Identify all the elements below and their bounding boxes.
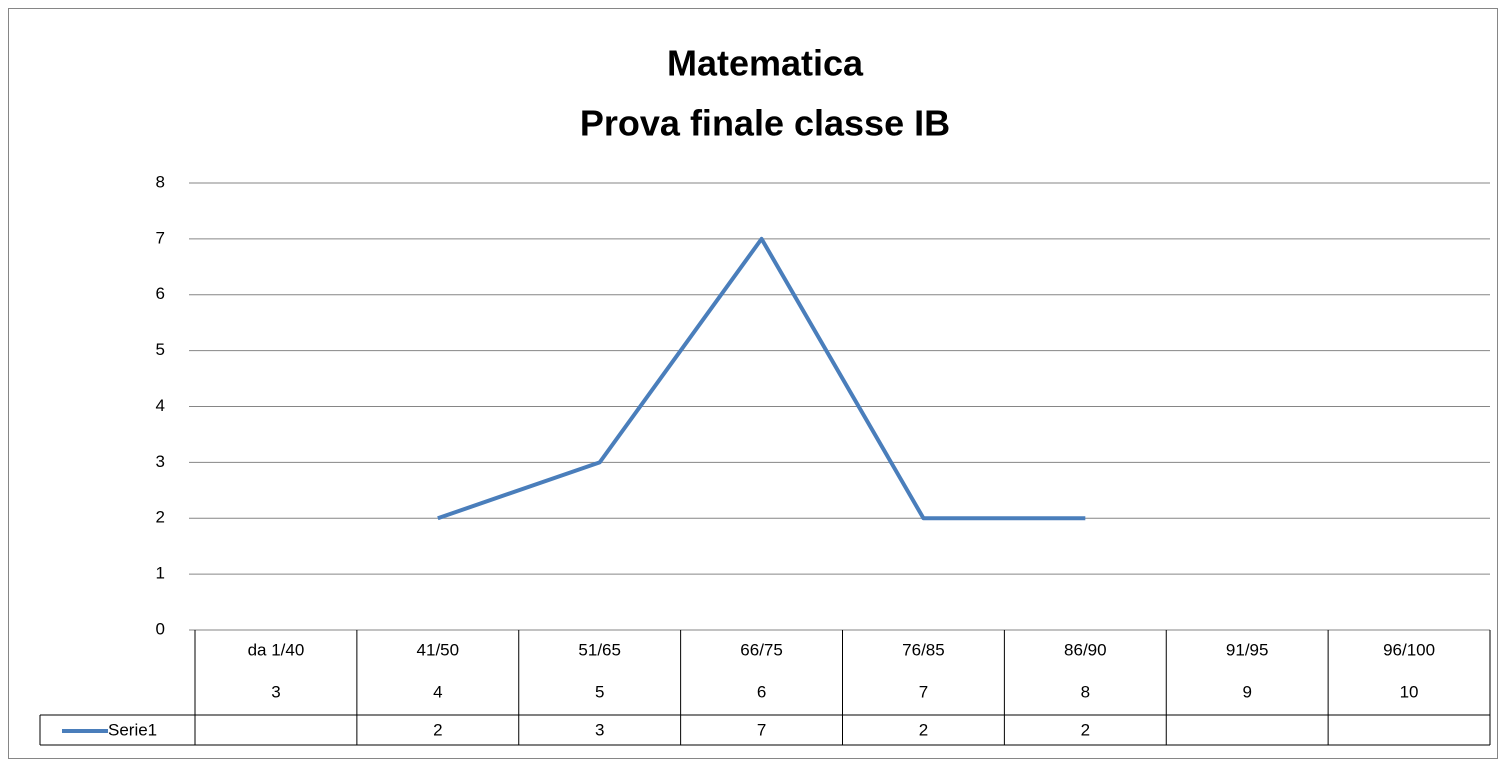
x-tick-label: 91/95 [1226,640,1269,659]
x-subtick-label: 5 [595,682,604,701]
y-tick-label: 0 [156,619,165,638]
chart-title: Prova finale classe IB [580,103,950,144]
y-tick-label: 5 [156,340,165,359]
x-subtick-label: 7 [919,682,928,701]
y-tick-label: 3 [156,452,165,471]
chart-border [8,8,1498,759]
table-value: 7 [757,720,766,739]
y-tick-label: 1 [156,564,165,583]
legend-label: Serie1 [108,720,157,739]
table-value: 2 [919,720,928,739]
y-tick-label: 7 [156,228,165,247]
x-subtick-label: 3 [271,682,280,701]
line [437,236,1086,521]
x-subtick-label: 10 [1400,682,1419,701]
x-subtick-label: 6 [757,682,766,701]
x-tick-label: da 1/40 [248,640,305,659]
table-value: 2 [1081,720,1090,739]
y-tick-label: 2 [156,508,165,527]
table-value: 2 [433,720,442,739]
table-value: 3 [595,720,604,739]
y-tick-label: 8 [156,172,165,191]
x-subtick-label: 4 [433,682,442,701]
x-tick-label: 96/100 [1383,640,1435,659]
chart-title: Matematica [667,43,864,84]
x-tick-label: 66/75 [740,640,783,659]
x-subtick-label: 9 [1242,682,1251,701]
x-tick-label: 41/50 [417,640,460,659]
x-tick-label: 76/85 [902,640,945,659]
y-tick-label: 6 [156,284,165,303]
x-tick-label: 51/65 [578,640,621,659]
x-tick-label: 86/90 [1064,640,1107,659]
y-tick-label: 4 [156,396,165,415]
x-subtick-label: 8 [1081,682,1090,701]
